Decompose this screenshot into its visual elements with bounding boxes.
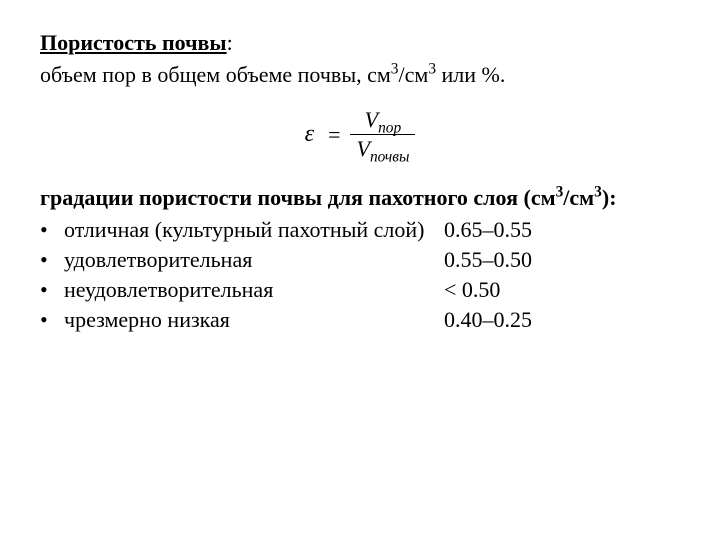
formula-numerator: Vпор (359, 108, 408, 132)
gradation-value: 0.65–0.55 (444, 217, 532, 243)
list-item: • неудовлетворительная < 0.50 (40, 277, 680, 303)
list-item: • удовлетворительная 0.55–0.50 (40, 247, 680, 273)
gradation-value: 0.55–0.50 (444, 247, 532, 273)
definition-sup1: 3 (391, 61, 399, 78)
subheading-after: ): (602, 185, 617, 210)
definition-sup2: 3 (428, 61, 436, 78)
definition-before: объем пор в общем объеме почвы, см (40, 62, 391, 87)
definition-after: или %. (436, 62, 505, 87)
formula-eq: = (328, 122, 340, 148)
bullet-icon: • (40, 277, 64, 303)
list-item: • чрезмерно низкая 0.40–0.25 (40, 307, 680, 333)
gradation-value: < 0.50 (444, 277, 500, 303)
bullet-icon: • (40, 247, 64, 273)
heading-title: Пористость почвы (40, 30, 227, 55)
denominator-sub: почвы (370, 149, 409, 166)
subheading-sup2: 3 (594, 184, 602, 201)
formula-lhs: ε (305, 121, 314, 148)
fraction-bar (350, 134, 415, 135)
formula-denominator: Vпочвы (350, 137, 415, 161)
definition-line: объем пор в общем объеме почвы, см3/см3 … (40, 62, 680, 88)
gradation-label: отличная (культурный пахотный слой) (64, 217, 444, 243)
numerator-base: V (365, 107, 378, 132)
formula-block: ε = Vпор Vпочвы (40, 108, 680, 161)
heading-line: Пористость почвы: (40, 30, 680, 56)
formula-inner: ε = Vпор Vпочвы (305, 108, 416, 161)
formula-fraction: Vпор Vпочвы (350, 108, 415, 161)
list-item: • отличная (культурный пахотный слой) 0.… (40, 217, 680, 243)
gradation-label: удовлетворительная (64, 247, 444, 273)
bullet-icon: • (40, 307, 64, 333)
subheading-mid: /см (563, 185, 594, 210)
denominator-base: V (356, 136, 369, 161)
heading-colon: : (227, 30, 233, 55)
gradations-list: • отличная (культурный пахотный слой) 0.… (40, 217, 680, 333)
definition-mid: /см (399, 62, 429, 87)
bullet-icon: • (40, 217, 64, 243)
subheading-before: градации пористости почвы для пахотного … (40, 185, 556, 210)
gradation-label: неудовлетворительная (64, 277, 444, 303)
subheading-line: градации пористости почвы для пахотного … (40, 185, 680, 211)
gradation-label: чрезмерно низкая (64, 307, 444, 333)
slide-content: Пористость почвы: объем пор в общем объе… (0, 0, 720, 333)
gradation-value: 0.40–0.25 (444, 307, 532, 333)
